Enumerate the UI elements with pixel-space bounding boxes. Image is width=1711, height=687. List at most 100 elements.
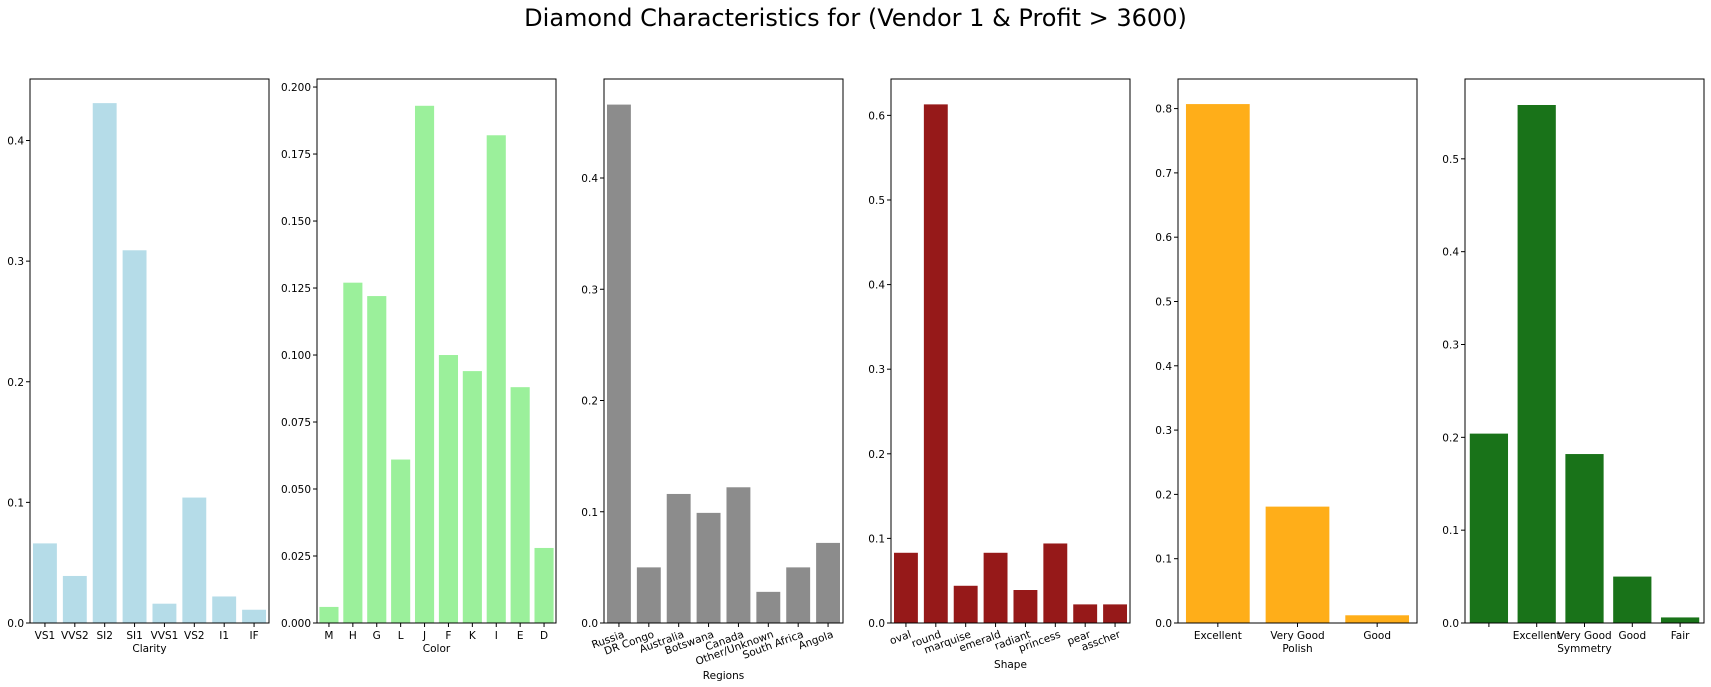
y-tick-label: 0.2 [1442,432,1459,444]
x-tick-label: M [324,630,333,642]
x-tick-label: F [445,630,451,642]
y-tick-label: 0.3 [1442,340,1459,352]
y-tick-label: 0.3 [7,256,24,268]
bar [391,459,411,623]
bar [510,387,530,623]
y-tick-label: 0.4 [581,173,598,185]
x-axis-label: Color [423,643,451,655]
x-axis-label: Polish [1282,643,1312,655]
bar [212,596,237,623]
y-tick-label: 0.050 [281,484,311,496]
y-tick-label: 0.1 [581,507,598,519]
bar [666,493,691,623]
bar [32,543,57,623]
y-tick-label: 0.125 [281,283,311,295]
x-tick-label: K [469,630,477,642]
bar [152,603,177,623]
y-tick-label: 0.6 [868,110,885,122]
y-tick-label: 0.100 [281,350,311,362]
x-axis-label: Symmetry [1557,643,1611,655]
bar [1043,543,1068,623]
x-axis-label: Shape [994,659,1027,671]
bar [1613,576,1652,623]
bar [696,512,721,623]
bar [1103,604,1128,623]
page-title: Diamond Characteristics for (Vendor 1 & … [524,4,1187,32]
y-tick-label: 0.2 [581,396,598,408]
x-tick-label: IF [249,630,258,642]
bar [786,567,811,623]
y-tick-label: 0.0 [1155,618,1172,630]
bar [1013,590,1038,623]
x-tick-label: Excellent [1194,630,1242,642]
x-tick-label: J [422,630,426,642]
bar [534,547,554,623]
x-tick-label: E [517,630,524,642]
bar [983,552,1008,623]
bar [1185,104,1250,624]
y-tick-label: 0.4 [7,136,24,148]
x-tick-label: G [373,630,381,642]
bar [756,591,781,623]
x-tick-label: Fair [1671,630,1690,642]
y-tick-label: 0.2 [868,449,885,461]
y-tick-label: 0.8 [1155,104,1172,116]
bar [486,135,506,623]
y-tick-label: 0.4 [1155,361,1172,373]
bar [414,105,435,623]
chart-panel-polish: 0.0 0.1 0.2 0.3 0.4 0.5 0.6 0.7 0.8 Excellent Very… [1155,78,1418,655]
y-tick-label: 0.5 [868,195,885,207]
y-tick-label: 0.7 [1155,168,1172,180]
y-tick-label: 0.3 [1155,425,1172,437]
y-tick-label: 0.200 [281,82,311,94]
y-tick-label: 0.0 [1442,618,1459,630]
y-tick-label: 0.0 [7,618,24,630]
x-tick-label: Angola [797,629,835,653]
y-tick-label: 0.150 [281,216,311,228]
x-tick-label: oval [888,629,913,648]
x-axis-label: Clarity [132,643,166,655]
bar [1345,615,1410,623]
y-tick-label: 0.4 [868,280,885,292]
bar [438,355,459,623]
bar [606,104,631,623]
x-tick-label: Excellent [1513,630,1561,642]
plot-frame [29,78,270,624]
x-tick-label: Good [1363,630,1391,642]
x-tick-label: I [495,630,498,642]
x-tick-label: L [398,630,404,642]
x-tick-label: VVS2 [61,630,89,642]
x-tick-label: Very Good [1557,630,1611,642]
y-tick-label: 0.075 [281,417,311,429]
y-tick-label: 0.4 [1442,247,1459,259]
bar [462,371,482,623]
x-tick-label: SI2 [96,630,112,642]
y-tick-label: 0.175 [281,149,311,161]
y-tick-label: 0.2 [1155,489,1172,501]
bar [923,104,948,623]
x-tick-label: VS2 [184,630,205,642]
y-tick-label: 0.5 [1155,296,1172,308]
bar [1469,433,1509,623]
bar [343,282,363,623]
bar [816,542,841,623]
bar [92,103,117,624]
x-tick-label: Very Good [1270,630,1324,642]
plot-frame [316,78,557,624]
bar [242,609,267,623]
bar [319,606,339,623]
x-tick-label: D [540,630,548,642]
plot-frame [890,78,1131,624]
y-tick-label: 0.1 [868,533,885,545]
bar [367,296,387,623]
bar [1073,604,1098,623]
y-tick-label: 0.025 [281,551,311,563]
chart-panel-clarity: 0.0 0.1 0.2 0.3 0.4 VS1 VVS2 SI2 SI1 VVS1 VS2 I1 IF C… [7,78,270,655]
chart-panel-shape: 0.00.10.20.30.40.50.6ovalroundmarquiseem… [868,78,1131,671]
x-tick-label: VS1 [35,630,56,642]
x-tick-label: SI1 [126,630,142,642]
y-tick-label: 0.0 [581,618,598,630]
chart-panel-color: 0.000 0.025 0.050 0.075 0.100 0.125 0.150 0.175… [281,78,557,655]
y-tick-label: 0.1 [7,497,24,509]
bar [893,552,918,623]
